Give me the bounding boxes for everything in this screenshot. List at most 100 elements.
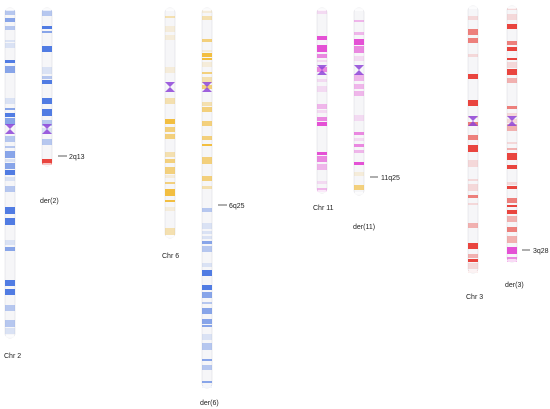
band	[165, 98, 175, 104]
band	[202, 302, 212, 304]
centromere	[5, 124, 15, 134]
band	[42, 80, 52, 84]
band	[468, 195, 478, 198]
band	[5, 320, 15, 327]
band	[5, 60, 15, 63]
band	[165, 26, 175, 32]
band	[165, 127, 175, 132]
centromere	[507, 116, 517, 126]
band	[5, 118, 15, 125]
band	[5, 218, 15, 225]
band	[202, 263, 212, 267]
band	[317, 156, 327, 162]
centromere	[165, 82, 175, 92]
band	[507, 78, 517, 83]
band	[5, 177, 15, 181]
band	[5, 170, 15, 175]
breakpoint-label-2q13: 2q13	[69, 154, 85, 161]
label-der6: der(6)	[200, 400, 219, 407]
band	[507, 227, 517, 232]
label-chr2: Chr 2	[4, 353, 21, 360]
telomere-cap	[5, 8, 15, 11]
band	[165, 35, 175, 40]
band	[202, 186, 212, 189]
band	[354, 32, 364, 35]
band	[165, 189, 175, 196]
band	[202, 231, 212, 234]
telomere-cap	[468, 6, 478, 9]
band	[468, 179, 478, 181]
chromosome-chr3	[467, 5, 479, 274]
band	[5, 207, 15, 214]
band	[354, 39, 364, 45]
telomere-cap	[468, 270, 478, 273]
band	[317, 60, 327, 62]
band	[468, 145, 478, 152]
band	[354, 172, 364, 176]
band	[202, 53, 212, 57]
band	[354, 20, 364, 22]
breakpoint-label-3q28: 3q28	[533, 248, 549, 255]
band	[507, 58, 517, 60]
band	[5, 159, 15, 162]
breakpoint-label-6q25: 6q25	[229, 203, 245, 210]
band	[165, 182, 175, 184]
band	[354, 84, 364, 89]
band	[165, 134, 175, 139]
band	[202, 62, 212, 67]
band	[202, 285, 212, 290]
band	[42, 67, 52, 74]
band	[202, 381, 212, 383]
band	[165, 207, 175, 211]
band	[5, 108, 15, 110]
band	[507, 47, 517, 51]
band	[317, 164, 327, 170]
band	[165, 175, 175, 178]
band	[202, 270, 212, 276]
band	[5, 328, 15, 334]
band	[42, 109, 52, 116]
label-chr6: Chr 6	[162, 253, 179, 260]
telomere-cap	[165, 8, 175, 11]
band	[202, 102, 212, 106]
band	[202, 365, 212, 370]
band	[468, 54, 478, 57]
band	[468, 259, 478, 262]
telomere-cap	[42, 8, 52, 11]
band	[5, 43, 15, 48]
band	[468, 263, 478, 269]
chromosome-der6	[201, 7, 213, 389]
band	[42, 31, 52, 33]
band	[202, 50, 212, 52]
band	[317, 54, 327, 58]
band	[5, 305, 15, 311]
band	[507, 113, 517, 117]
band	[202, 58, 212, 60]
band	[468, 16, 478, 20]
chromosome-der3	[506, 5, 518, 263]
band	[5, 289, 15, 295]
band	[507, 24, 517, 29]
band	[354, 91, 364, 96]
band	[507, 210, 517, 214]
telomere-cap	[317, 190, 327, 193]
band	[42, 120, 52, 126]
telomere-cap	[507, 259, 517, 262]
band	[42, 159, 52, 165]
label-der11: der(11)	[353, 224, 375, 231]
band	[354, 185, 364, 190]
band	[165, 67, 175, 73]
band	[317, 79, 327, 82]
band	[507, 205, 517, 207]
chromosome-der11	[353, 7, 365, 196]
band	[317, 122, 327, 126]
band	[317, 45, 327, 52]
band	[202, 136, 212, 140]
band	[354, 115, 364, 121]
band	[5, 26, 15, 30]
band	[202, 223, 212, 229]
label-chr3: Chr 3	[466, 294, 483, 301]
band	[165, 159, 175, 163]
centromere	[202, 82, 212, 92]
band	[507, 124, 517, 131]
